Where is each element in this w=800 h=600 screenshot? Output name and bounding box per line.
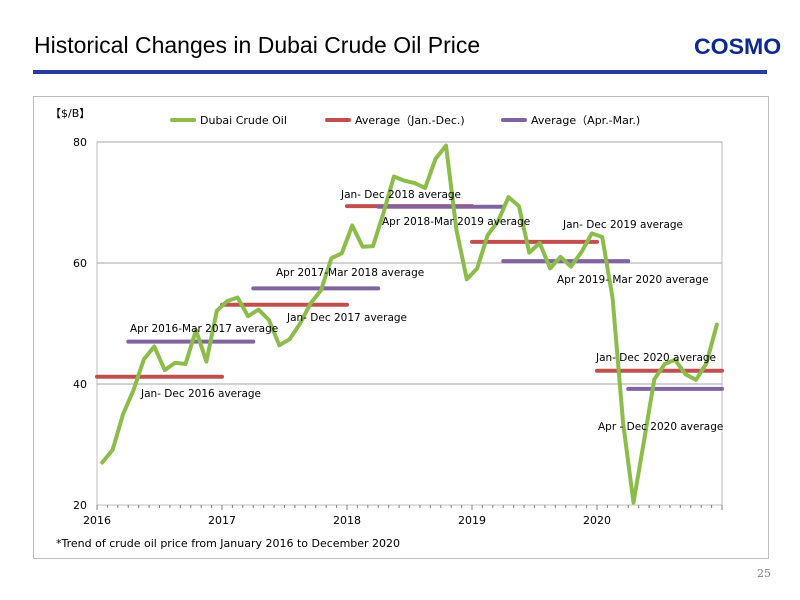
chart-frame: Jan- Dec 2016 average Jan- Dec 2017 avera…	[33, 96, 769, 559]
legend-label: Dubai Crude Oil	[200, 114, 287, 127]
average-label: Apr 2017-Mar 2018 average	[276, 267, 424, 279]
average-label: Apr 2018-Mar 2019 average	[382, 216, 530, 228]
crude-line-layer	[100, 143, 719, 505]
x-tick-label: 2019	[458, 514, 486, 527]
x-tick-label: 2016	[83, 514, 111, 527]
average-label: Jan- Dec 2019 average	[562, 219, 683, 231]
legend-label: Average（Jan.-Dec.)	[355, 114, 465, 127]
annotation-layer: Jan- Dec 2016 average Jan- Dec 2017 avera…	[130, 189, 723, 433]
crude-oil-series-line	[100, 143, 719, 505]
legend-label: Average（Apr.-Mar.)	[531, 114, 640, 127]
average-label: Apr - Dec 2020 average	[598, 421, 723, 433]
average-label: Jan- Dec 2020 average	[595, 352, 716, 364]
x-tick-label: 2018	[333, 514, 361, 527]
y-tick-label: 60	[73, 257, 87, 270]
average-label: Jan- Dec 2016 average	[140, 388, 261, 400]
title-divider	[33, 70, 767, 74]
page-title: Historical Changes in Dubai Crude Oil Pr…	[34, 32, 481, 58]
y-tick-label: 40	[73, 378, 87, 391]
legend: Dubai Crude Oil Average（Jan.-Dec.) Average…	[170, 114, 640, 127]
average-label: Jan- Dec 2017 average	[286, 312, 407, 324]
average-label: Apr 2016-Mar 2017 average	[130, 323, 278, 335]
average-label: Jan- Dec 2018 average	[340, 189, 461, 201]
x-tick-label: 2017	[208, 514, 236, 527]
cosmo-logo: COSMO	[694, 34, 782, 59]
average-label: Apr 2019- Mar 2020 average	[557, 274, 709, 286]
axis-layer: 20 40 60 80 2016 2017 2018 2019 2020 【$/B】 *Trend …	[50, 107, 723, 550]
y-axis-label: 【$/B】	[50, 107, 90, 120]
y-tick-label: 80	[73, 136, 87, 149]
page-number: 25	[757, 567, 771, 580]
x-tick-label: 2020	[583, 514, 611, 527]
y-tick-label: 20	[73, 499, 87, 512]
oil-price-chart: Jan- Dec 2016 average Jan- Dec 2017 avera…	[50, 107, 724, 550]
chart-footnote: *Trend of crude oil price from January 2…	[56, 537, 400, 550]
